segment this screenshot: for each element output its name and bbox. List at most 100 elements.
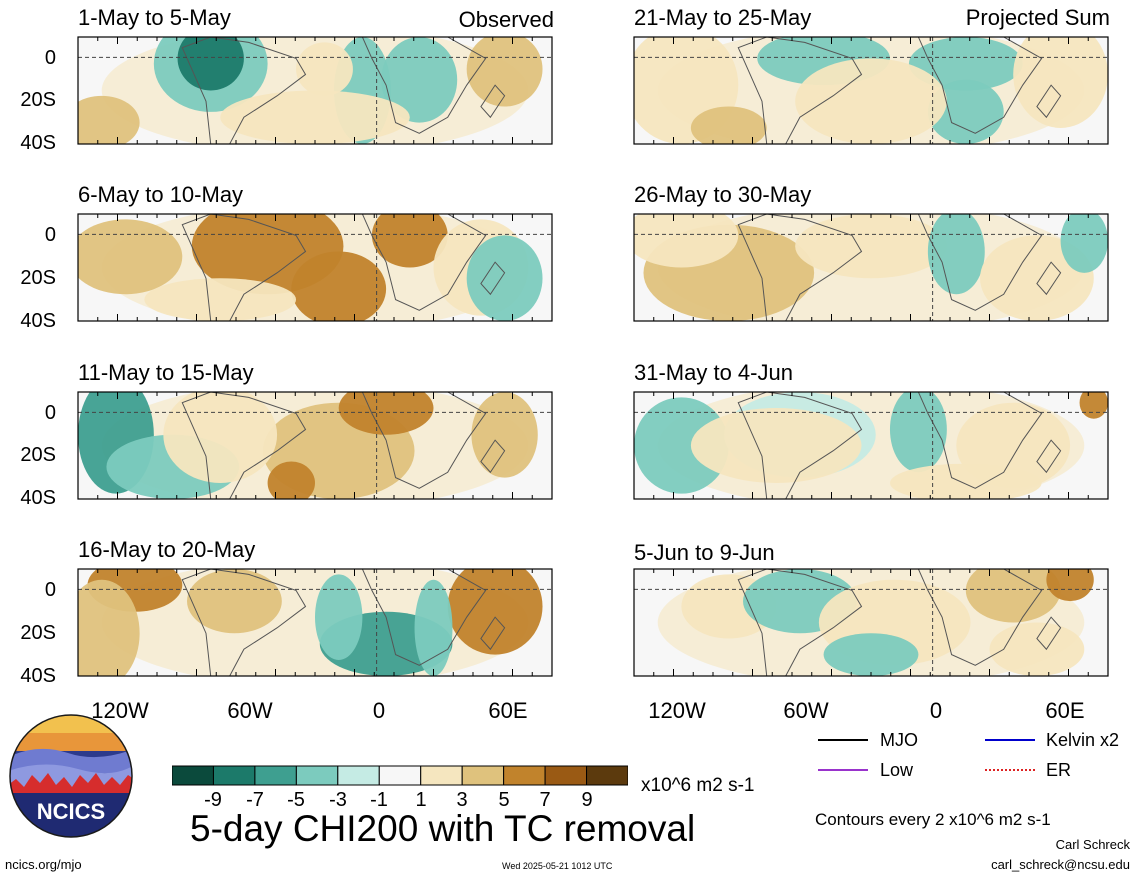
panel-title: 26-May to 30-May: [634, 182, 812, 207]
anomaly-blob: [371, 214, 448, 268]
y-tick-label: 20S: [20, 444, 56, 466]
colorbar-swatch: [586, 765, 628, 786]
continent-outline: [917, 392, 1043, 489]
map-panel: [77, 213, 553, 322]
continent-outline: [480, 616, 506, 651]
colorbar-swatch: [254, 765, 297, 786]
logo-text: NCICS: [37, 799, 105, 824]
colorbar-tick: 1: [415, 789, 427, 811]
anomaly-blob: [220, 90, 410, 144]
continent-outline: [361, 569, 487, 666]
anomaly-blob: [78, 95, 140, 144]
colorbar-tick: 3: [456, 789, 468, 811]
continent-outline: [917, 37, 1043, 134]
map-panels: [77, 36, 1109, 677]
colorbar-swatch: [461, 765, 505, 786]
y-tick-label: 0: [44, 47, 56, 69]
colorbar-tick: -5: [287, 789, 305, 811]
map-panel: [77, 36, 553, 145]
anomaly-blob: [989, 622, 1085, 676]
colorbar: [172, 765, 628, 786]
ncics-logo: NCICS: [9, 714, 133, 838]
anomaly-blob: [466, 235, 543, 321]
colorbar-units: x10^6 m2 s-1: [641, 775, 755, 796]
anomaly-field: [634, 392, 1108, 499]
anomaly-blob: [177, 37, 244, 91]
anomaly-blob: [471, 392, 538, 478]
contour-note: Contours every 2 x10^6 m2 s-1: [815, 810, 1051, 829]
anomaly-blob: [690, 408, 862, 483]
continent-outline: [181, 392, 307, 499]
anomaly-blob: [889, 392, 947, 473]
legend-line-kelvin: [985, 739, 1035, 741]
colorbar-tick: -3: [329, 789, 347, 811]
y-tick-label: 40S: [20, 132, 56, 154]
anomaly-blob: [381, 37, 458, 123]
legend-label-low: Low: [880, 760, 914, 780]
y-tick-label: 40S: [20, 310, 56, 332]
continent-outline: [361, 37, 487, 134]
panel-title: 31-May to 4-Jun: [634, 360, 793, 385]
projected-tag: Projected Sum: [965, 5, 1110, 30]
continent-outline: [917, 214, 1043, 311]
x-tick-label: 60W: [783, 698, 829, 723]
anomaly-blob: [78, 219, 183, 295]
anomaly-field: [78, 569, 552, 676]
anomaly-field: [634, 214, 1108, 321]
y-tick-label: 0: [44, 224, 56, 246]
continent-outline: [737, 569, 863, 676]
x-tick-label: 0: [929, 698, 943, 723]
colorbar-swatch: [544, 765, 588, 786]
map-panel: [77, 391, 553, 500]
continent-outline: [737, 392, 863, 499]
y-tick-label: 20S: [20, 267, 56, 289]
y-tick-label: 40S: [20, 665, 56, 687]
anomaly-blob: [634, 214, 739, 268]
panel-title: 1-May to 5-May: [78, 5, 231, 30]
continent-outline: [1036, 261, 1062, 296]
anomaly-blob: [447, 569, 543, 655]
anomaly-blob: [823, 633, 919, 676]
continent-outline: [480, 261, 506, 296]
continent-outline: [181, 569, 307, 676]
anomaly-blob: [795, 214, 947, 279]
colorbar-swatch: [420, 765, 463, 786]
colorbar-tick: -9: [204, 789, 222, 811]
x-tick-label: 60E: [1045, 698, 1085, 723]
colorbar-tick: 9: [581, 789, 593, 811]
colorbar-swatch: [295, 765, 339, 786]
x-tick-label: 60E: [488, 698, 528, 723]
panel-title: 6-May to 10-May: [78, 182, 244, 207]
anomaly-field: [78, 37, 552, 144]
x-tick-label: 120W: [91, 698, 149, 723]
anomaly-field: [78, 214, 552, 321]
legend-label-er: ER: [1046, 760, 1072, 780]
map-panel: [633, 36, 1109, 145]
continent-outline: [181, 37, 307, 144]
anomaly-blob: [1060, 214, 1108, 273]
colorbar-tick: -1: [370, 789, 388, 811]
y-tick-label: 20S: [20, 89, 56, 111]
panel-title: 5-Jun to 9-Jun: [634, 540, 775, 565]
anomaly-field: [634, 37, 1108, 144]
y-tick-label: 40S: [20, 487, 56, 509]
anomaly-blob: [315, 574, 363, 660]
colorbar-tick: -7: [246, 789, 264, 811]
y-tick-label: 0: [44, 579, 56, 601]
anomaly-blob: [795, 58, 947, 144]
y-tick-label: 20S: [20, 622, 56, 644]
anomaly-field: [634, 569, 1108, 676]
continent-outline: [737, 37, 863, 144]
x-tick-label: 0: [372, 698, 386, 723]
x-tick-label: 60W: [227, 698, 273, 723]
legend-label-kelvin: Kelvin x2: [1046, 730, 1120, 750]
map-panel: [633, 391, 1109, 500]
anomaly-field: [78, 392, 552, 499]
anomaly-blob: [291, 251, 387, 321]
colorbar-swatch: [503, 765, 546, 786]
chart-title: 5-day CHI200 with TC removal: [190, 808, 696, 849]
continent-outline: [1036, 84, 1062, 119]
anomaly-blob: [889, 463, 1042, 499]
map-panel: [633, 213, 1109, 322]
colorbar-swatch: [337, 765, 380, 786]
